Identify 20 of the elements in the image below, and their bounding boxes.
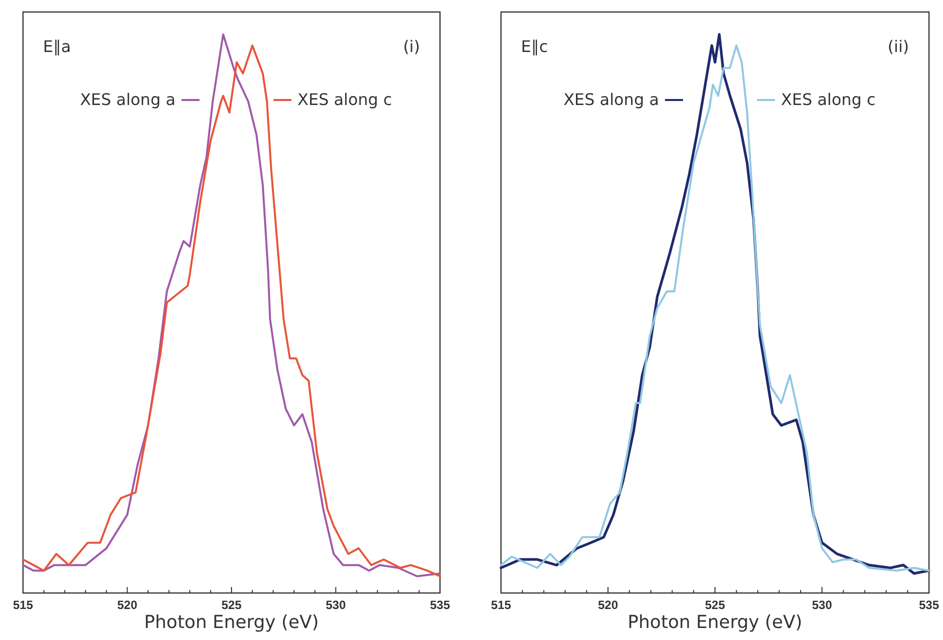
chart-title: E∥a bbox=[43, 37, 71, 56]
annotation: (ii) bbox=[888, 37, 909, 56]
x-tick-label: 525 bbox=[221, 598, 242, 612]
text: XES along a bbox=[563, 90, 659, 109]
x-tick-label: 530 bbox=[812, 598, 832, 612]
x-tick-label: 520 bbox=[598, 598, 618, 612]
legend-label: XES along c bbox=[781, 90, 876, 109]
chart-title: E∥c bbox=[521, 37, 548, 56]
x-tick-label: 530 bbox=[326, 598, 346, 612]
x-tick-label: 525 bbox=[704, 598, 726, 612]
x-tick-label: 535 bbox=[430, 598, 450, 612]
x-tick-label: 515 bbox=[12, 598, 34, 612]
x-axis-title: Photon Energy (eV) bbox=[144, 612, 319, 633]
text: XES along a bbox=[80, 90, 176, 109]
x-tick-label: 515 bbox=[490, 598, 512, 612]
x-axis-title: Photon Energy (eV) bbox=[628, 612, 802, 633]
annotation: (i) bbox=[403, 37, 420, 56]
legend-label: XES along c bbox=[298, 90, 392, 109]
x-tick-label: 520 bbox=[117, 598, 138, 612]
x-tick-label: 535 bbox=[918, 598, 940, 612]
